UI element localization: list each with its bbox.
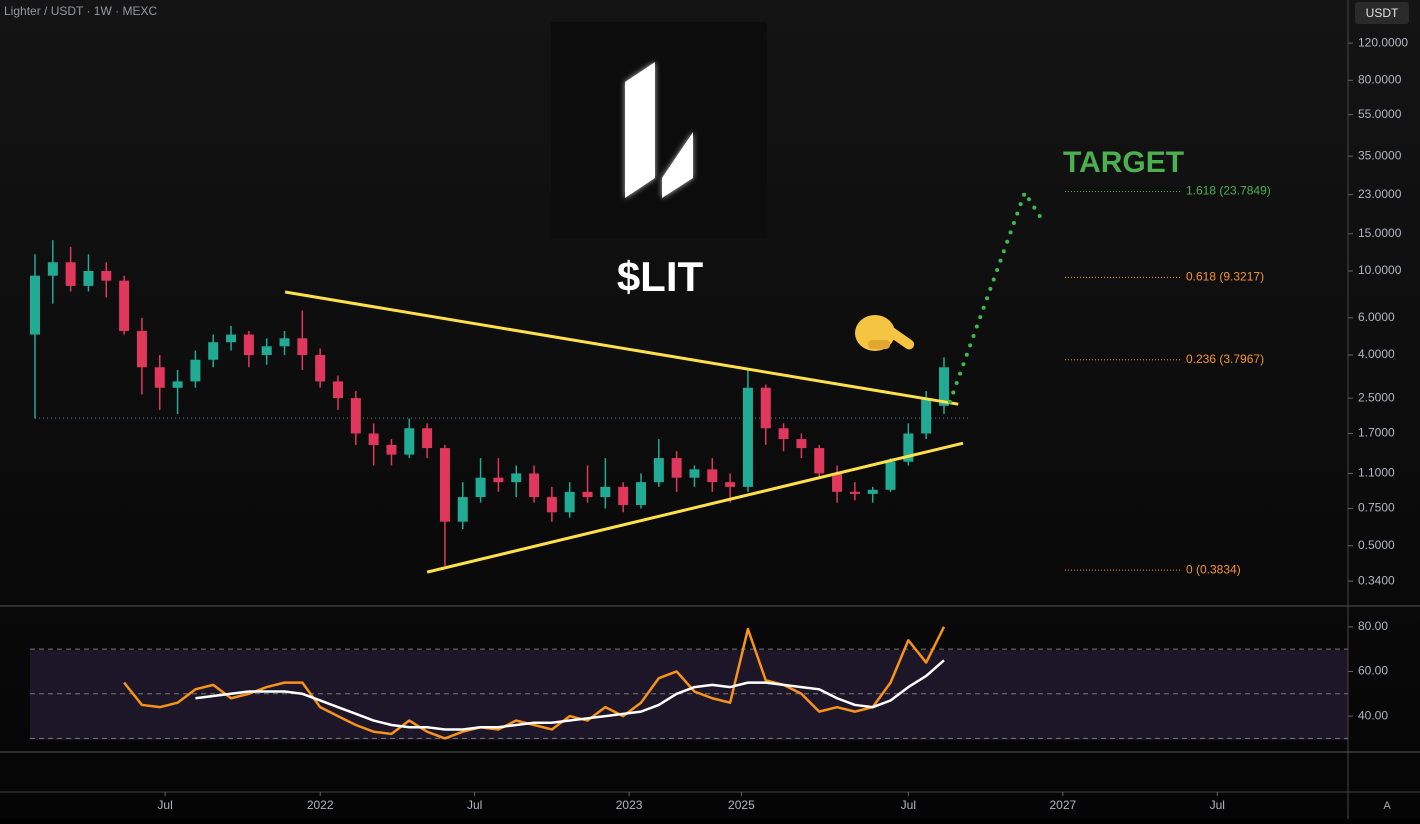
trendline: [284, 290, 959, 406]
candle-body: [653, 458, 664, 483]
symbol-header: Lighter / USDT · 1W · MEXC: [4, 4, 157, 18]
currency-label: USDT: [1366, 6, 1399, 20]
candle-body: [261, 346, 272, 356]
candle-body: [885, 461, 896, 490]
y-tick-label: 0.3400: [1358, 573, 1395, 587]
candle-body: [867, 489, 878, 494]
candle-body: [511, 473, 522, 483]
x-tick-label: 2027: [1049, 798, 1076, 812]
x-tick-label: Jul: [467, 798, 482, 812]
candle-body: [83, 270, 94, 286]
candle-body: [226, 334, 237, 343]
candle-body: [938, 367, 949, 406]
logo: [551, 22, 767, 238]
y-tick-label: 40.00: [1358, 708, 1388, 722]
candle-body: [243, 334, 254, 356]
trendline: [426, 441, 964, 574]
candle-body: [422, 428, 433, 449]
candle-body: [707, 469, 718, 483]
candle-body: [65, 262, 76, 286]
fib-label: 0 (0.3834): [1186, 562, 1241, 576]
candle-body: [796, 439, 807, 449]
candle-body: [849, 491, 860, 494]
y-tick-label: 0.5000: [1358, 538, 1395, 552]
candle-body: [618, 486, 629, 505]
y-tick-label: 23.0000: [1358, 187, 1402, 201]
y-tick-label: 4.0000: [1358, 347, 1395, 361]
chart-title: $LIT: [617, 253, 704, 300]
currency-badge: [1355, 2, 1409, 24]
candle-body: [689, 469, 700, 478]
candle-body: [190, 359, 201, 382]
candle-body: [172, 381, 183, 388]
candle-body: [119, 280, 130, 331]
y-tick-label: 35.0000: [1358, 148, 1402, 162]
rsi-line: [195, 659, 945, 731]
candle-body: [368, 433, 379, 445]
fib-label: 0.618 (9.3217): [1186, 270, 1264, 284]
y-tick-label: 80.0000: [1358, 72, 1402, 86]
candle-body: [332, 381, 343, 399]
y-tick-label: 80.00: [1358, 619, 1388, 633]
y-tick-label: 0.7500: [1358, 501, 1395, 515]
candle-body: [814, 448, 825, 474]
candle-body: [457, 497, 468, 522]
candle-body: [136, 330, 147, 368]
rsi-line: [123, 626, 946, 740]
candle-body: [600, 486, 611, 498]
y-tick-label: 1.7000: [1358, 426, 1395, 440]
y-tick-label: 2.5000: [1358, 390, 1395, 404]
candle-body: [529, 473, 540, 498]
candle-body: [29, 275, 40, 335]
candle-body: [832, 473, 843, 492]
fib-label: 1.618 (23.7849): [1186, 184, 1271, 198]
candle-body: [635, 482, 646, 505]
fib-label: 0.236 (3.7967): [1186, 352, 1264, 366]
candle-body: [350, 398, 361, 434]
candle-body: [582, 491, 593, 498]
candle-body: [493, 477, 504, 483]
target-annotation: TARGET: [1063, 146, 1184, 179]
candle-body: [154, 367, 165, 388]
x-tick-label: Jul: [901, 798, 916, 812]
y-tick-label: 55.0000: [1358, 107, 1402, 121]
candle-body: [101, 270, 112, 281]
candle-body: [386, 444, 397, 455]
rsi-band: [30, 650, 1348, 740]
y-tick-label: 15.0000: [1358, 226, 1402, 240]
auto-scale-button[interactable]: A: [1383, 800, 1391, 812]
candle-body: [903, 433, 914, 462]
pointing-hand-icon: [855, 315, 915, 351]
candle-body: [671, 458, 682, 478]
y-tick-label: 10.0000: [1358, 263, 1402, 277]
y-tick-label: 6.0000: [1358, 310, 1395, 324]
x-tick-label: 2025: [728, 798, 755, 812]
candle-body: [921, 398, 932, 434]
candle-body: [47, 262, 58, 276]
y-tick-label: 1.1000: [1358, 466, 1395, 480]
x-tick-label: Jul: [1210, 798, 1225, 812]
y-tick-label: 60.00: [1358, 664, 1388, 678]
candle-body: [439, 448, 450, 522]
candle-body: [564, 491, 575, 513]
x-tick-label: 2022: [307, 798, 334, 812]
candle-body: [546, 497, 557, 513]
candle-body: [208, 342, 219, 360]
candle-body: [315, 355, 326, 382]
x-tick-label: Jul: [157, 798, 172, 812]
candle-body: [279, 338, 290, 347]
candle-body: [725, 482, 736, 487]
candle-body: [778, 428, 789, 440]
candle-body: [297, 338, 308, 356]
candle-body: [742, 387, 753, 487]
candle-body: [760, 387, 771, 429]
y-tick-label: 120.0000: [1358, 35, 1408, 49]
x-tick-label: 2023: [616, 798, 643, 812]
candle-body: [404, 428, 415, 455]
candle-body: [475, 477, 486, 498]
